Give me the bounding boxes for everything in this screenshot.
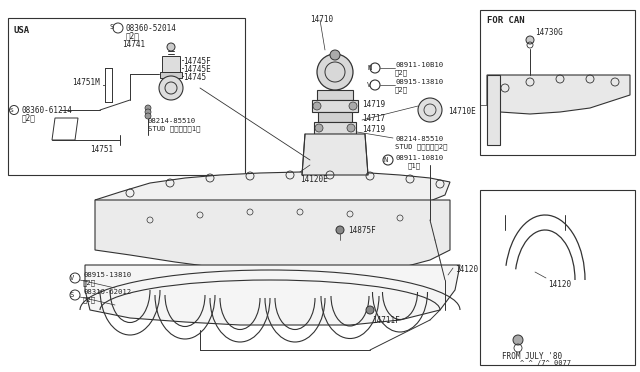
Text: （2）: （2） [83, 279, 96, 286]
Text: V: V [367, 82, 371, 88]
Text: 14719: 14719 [362, 100, 385, 109]
Text: 08310-62012: 08310-62012 [83, 289, 131, 295]
Text: 14710E: 14710E [448, 107, 476, 116]
Text: 08360-52014: 08360-52014 [126, 24, 177, 33]
Text: 08214-85510: 08214-85510 [148, 118, 196, 124]
Text: V: V [70, 275, 74, 281]
Polygon shape [95, 200, 450, 274]
Text: 14120: 14120 [455, 265, 478, 274]
Text: 14751: 14751 [90, 145, 113, 154]
Text: 08214-85510: 08214-85510 [395, 136, 443, 142]
Circle shape [513, 335, 523, 345]
Text: 14741: 14741 [122, 40, 145, 49]
Bar [480, 10, 635, 155]
Polygon shape [487, 75, 500, 145]
Circle shape [315, 124, 323, 132]
Text: STUD スタッド（2）: STUD スタッド（2） [395, 143, 447, 150]
Circle shape [159, 76, 183, 100]
Text: 08360-61214: 08360-61214 [22, 106, 73, 115]
Text: 14745: 14745 [183, 73, 206, 82]
Polygon shape [314, 122, 356, 134]
Circle shape [317, 54, 353, 90]
Circle shape [336, 226, 344, 234]
Circle shape [330, 50, 340, 60]
Text: （2）: （2） [83, 296, 96, 302]
Bar [480, 190, 635, 365]
Polygon shape [302, 134, 368, 175]
Circle shape [313, 102, 321, 110]
Polygon shape [317, 90, 353, 100]
Polygon shape [85, 265, 460, 325]
Circle shape [366, 306, 374, 314]
Circle shape [145, 113, 151, 119]
Text: 14745E: 14745E [183, 65, 211, 74]
Text: USA: USA [14, 26, 30, 35]
Polygon shape [162, 56, 180, 72]
Text: （2）: （2） [22, 113, 36, 122]
Text: 14751M: 14751M [72, 78, 100, 87]
Polygon shape [487, 75, 630, 114]
Text: S: S [110, 24, 115, 30]
Text: FROM JULY '80: FROM JULY '80 [502, 352, 562, 361]
Text: 14730G: 14730G [535, 28, 563, 37]
Text: 14745F: 14745F [183, 57, 211, 66]
Text: 14120: 14120 [548, 280, 571, 289]
Circle shape [145, 109, 151, 115]
Text: 08915-13810: 08915-13810 [83, 272, 131, 278]
Text: 14711F: 14711F [372, 316, 400, 325]
Text: 08911-10B10: 08911-10B10 [395, 62, 443, 68]
Text: （2）: （2） [395, 69, 408, 76]
Text: 14120E: 14120E [300, 175, 328, 184]
Circle shape [418, 98, 442, 122]
Text: （1）: （1） [408, 162, 421, 169]
Text: 08915-13810: 08915-13810 [395, 79, 443, 85]
Text: STUD スタッド（1）: STUD スタッド（1） [148, 125, 200, 132]
Text: 14710: 14710 [310, 15, 333, 24]
Circle shape [167, 43, 175, 51]
Circle shape [526, 36, 534, 44]
Circle shape [145, 105, 151, 111]
Text: FOR CAN: FOR CAN [487, 16, 525, 25]
Text: S: S [70, 292, 74, 298]
Polygon shape [52, 118, 78, 140]
Text: 08911-10810: 08911-10810 [395, 155, 443, 161]
Text: ^ ^ /7^ 0077: ^ ^ /7^ 0077 [520, 360, 571, 366]
Text: 14717: 14717 [362, 114, 385, 123]
Text: （2）: （2） [126, 31, 140, 40]
Text: 14719: 14719 [362, 125, 385, 134]
Polygon shape [312, 100, 358, 112]
Polygon shape [95, 172, 450, 213]
Text: N: N [367, 65, 371, 71]
Text: N: N [383, 157, 387, 163]
Polygon shape [160, 72, 182, 78]
Circle shape [347, 124, 355, 132]
Text: 14875F: 14875F [348, 226, 376, 235]
Text: S: S [10, 108, 13, 113]
Circle shape [349, 102, 357, 110]
Text: （2）: （2） [395, 86, 408, 93]
Bar [8, 18, 245, 175]
Polygon shape [318, 112, 352, 122]
